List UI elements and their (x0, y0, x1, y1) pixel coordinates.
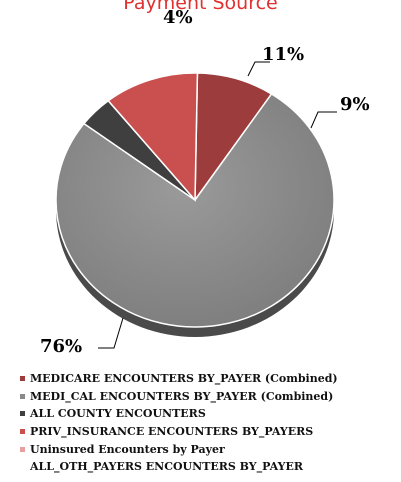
chart-title: Payment Source (123, 0, 278, 14)
legend-item: PRIV_INSURANCE ENCOUNTERS BY_PAYERS (20, 423, 400, 441)
legend-item: MEDICARE ENCOUNTERS BY_PAYER (Combined) (20, 370, 400, 388)
legend-item: MEDI_CAL ENCOUNTERS BY_PAYER (Combined) (20, 388, 400, 406)
slice-label-1: 76% (40, 336, 82, 357)
slice-label-2: 4% (163, 7, 193, 28)
legend-item: ALL COUNTY ENCOUNTERS (20, 405, 400, 423)
pie-slice-3 (107, 72, 199, 202)
legend-swatch (20, 376, 25, 382)
legend-label: ALL COUNTY ENCOUNTERS (30, 407, 206, 421)
pie-leaders (98, 61, 337, 349)
leader-line-1 (98, 317, 124, 349)
legend-label: MEDICARE ENCOUNTERS BY_PAYER (Combined) (30, 372, 338, 386)
pie-slices (55, 72, 335, 328)
legend-swatch (20, 446, 25, 452)
leader-line-0 (310, 111, 337, 129)
legend-swatch (20, 429, 25, 435)
slice-label-0: 9% (340, 94, 370, 115)
pie-slice-0 (194, 72, 273, 203)
legend-label: MEDI_CAL ENCOUNTERS BY_PAYER (Combined) (30, 389, 334, 403)
slice-label-3: 11% (262, 44, 304, 65)
legend-item: Uninsured Encounters by Payer (20, 440, 400, 458)
legend-swatch (20, 393, 25, 399)
chart-legend: MEDICARE ENCOUNTERS BY_PAYER (Combined) M… (20, 370, 400, 476)
legend-label: PRIV_INSURANCE ENCOUNTERS BY_PAYERS (30, 425, 314, 439)
legend-swatch (20, 464, 25, 470)
legend-label: ALL_OTH_PAYERS ENCOUNTERS BY_PAYER (30, 460, 303, 474)
legend-item: ALL_OTH_PAYERS ENCOUNTERS BY_PAYER (20, 458, 400, 476)
legend-swatch (20, 411, 25, 417)
pie-labels: 9% 76% 4% 11% (40, 7, 370, 357)
leader-line-3 (247, 61, 270, 77)
legend-label: Uninsured Encounters by Payer (30, 442, 225, 456)
pie-chart: 9% 76% 4% 11% (40, 7, 370, 357)
